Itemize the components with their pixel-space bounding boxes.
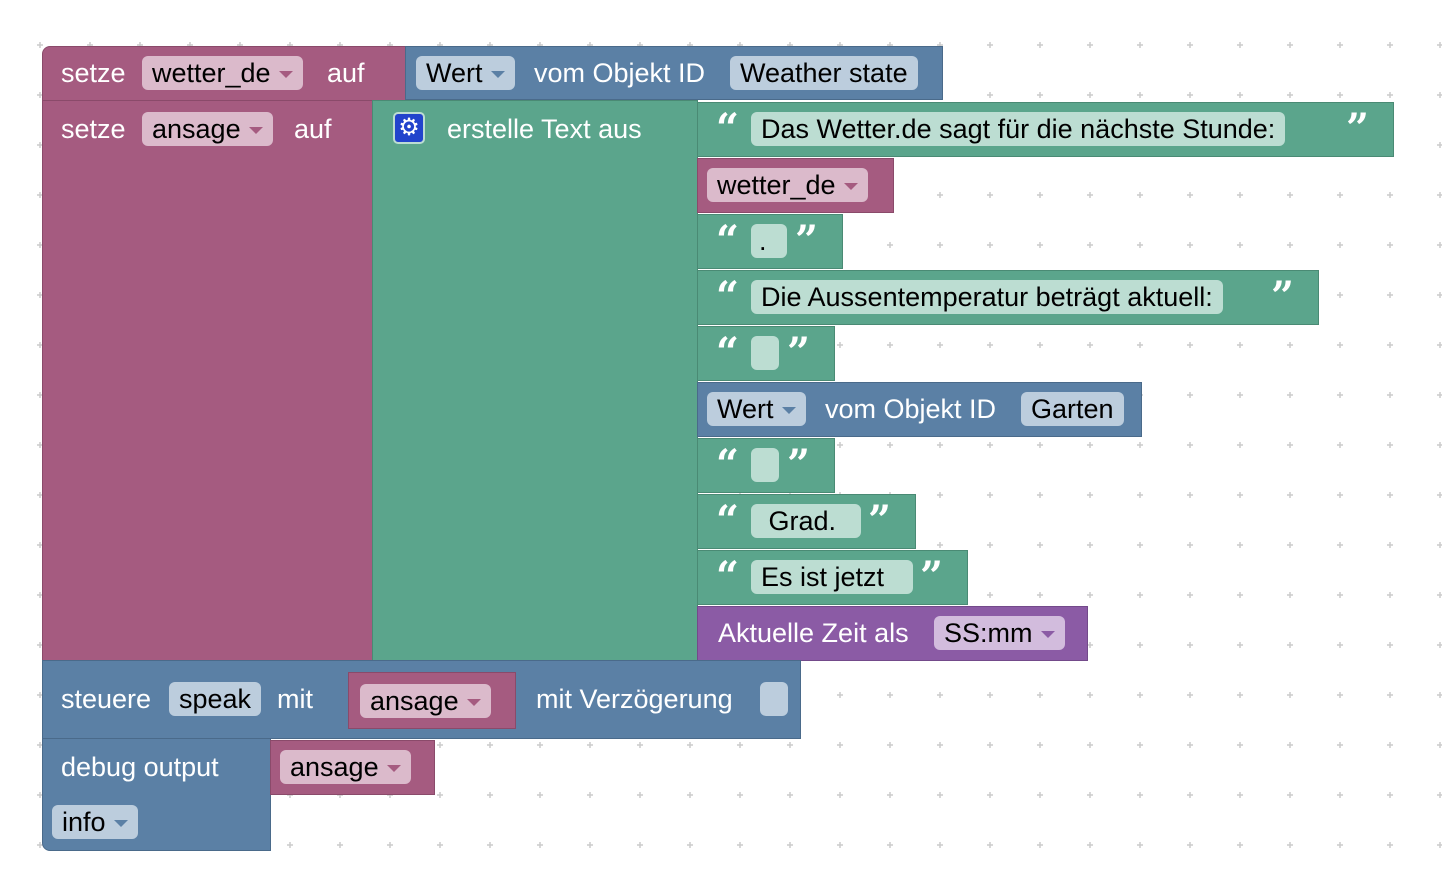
variable-dropdown[interactable]: wetter_de [707, 168, 868, 202]
quote-open-icon: “ [716, 273, 740, 320]
label: auf [327, 58, 365, 88]
label: mit Verzögerung [536, 684, 733, 714]
text-field[interactable] [751, 448, 779, 482]
quote-open-icon: “ [716, 553, 740, 600]
text-field[interactable]: Grad. [751, 504, 861, 538]
label: vom Objekt ID [534, 58, 706, 88]
label: vom Objekt ID [825, 394, 997, 424]
object-id-field[interactable]: Weather state [730, 56, 918, 90]
label: mit [277, 684, 313, 714]
text-field[interactable]: Das Wetter.de sagt für die nächste Stund… [751, 112, 1286, 146]
attribute-dropdown[interactable]: Wert [707, 392, 806, 426]
attribute-dropdown[interactable]: Wert [416, 56, 515, 90]
label: erstelle Text aus [447, 114, 642, 144]
quote-close-icon: ” [868, 497, 892, 544]
quote-open-icon: “ [716, 441, 740, 488]
quote-close-icon: ” [787, 329, 811, 376]
delay-checkbox[interactable] [760, 682, 788, 716]
gear-icon[interactable]: ⚙ [393, 112, 425, 144]
log-level-dropdown[interactable]: info [52, 805, 138, 839]
quote-open-icon: “ [716, 497, 740, 544]
object-id-field[interactable]: speak [169, 682, 262, 716]
time-format-dropdown[interactable]: SS:mm [934, 616, 1065, 650]
label: Aktuelle Zeit als [718, 618, 909, 648]
quote-open-icon: “ [716, 217, 740, 264]
quote-open-icon: “ [716, 329, 740, 376]
quote-close-icon: ” [920, 553, 944, 600]
text-field[interactable] [751, 336, 779, 370]
variable-dropdown[interactable]: ansage [142, 112, 273, 146]
text-field[interactable]: . [751, 224, 787, 258]
quote-close-icon: ” [1346, 105, 1370, 152]
label: steuere [61, 684, 152, 714]
variable-dropdown[interactable]: ansage [280, 750, 411, 784]
label: setze [61, 58, 126, 88]
set-variable-block[interactable] [42, 100, 374, 661]
quote-open-icon: “ [716, 105, 740, 152]
text-join-block[interactable] [372, 100, 698, 661]
quote-close-icon: ” [1271, 273, 1295, 320]
label: debug output [61, 752, 219, 782]
object-id-field[interactable]: Garten [1021, 392, 1124, 426]
label: auf [294, 114, 332, 144]
text-field[interactable]: Es ist jetzt [751, 560, 913, 594]
variable-dropdown[interactable]: ansage [360, 684, 491, 718]
variable-dropdown[interactable]: wetter_de [142, 56, 303, 90]
text-field[interactable]: Die Aussentemperatur beträgt aktuell: [751, 280, 1223, 314]
quote-close-icon: ” [795, 217, 819, 264]
label: setze [61, 114, 126, 144]
quote-close-icon: ” [787, 441, 811, 488]
